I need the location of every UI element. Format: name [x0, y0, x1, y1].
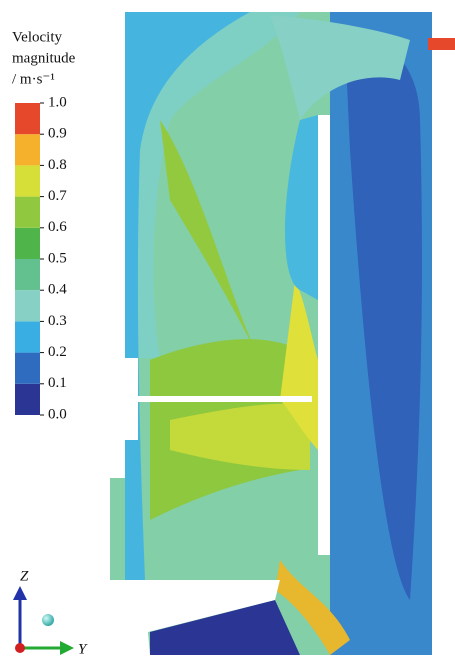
colorbar-label: Velocity: [12, 29, 62, 45]
tick-label: 0.9: [48, 126, 67, 142]
axis-triad: [13, 586, 74, 655]
tick-label: 0.4: [48, 282, 67, 298]
baffle: [318, 115, 330, 555]
colorbar-band: [15, 228, 40, 259]
colorbar-label: magnitude: [12, 50, 76, 66]
tick-label: 0.1: [48, 375, 67, 391]
tick-label: 0.6: [48, 219, 67, 235]
axis-label: Z: [20, 568, 29, 584]
colorbar-band: [15, 290, 40, 321]
slot: [138, 396, 312, 402]
tick-label: 1.0: [48, 94, 67, 110]
colorbar-band: [15, 134, 40, 165]
inlet: [428, 38, 455, 50]
colorbar-band: [15, 165, 40, 196]
tick-label: 0.3: [48, 313, 67, 329]
colorbar-band: [15, 384, 40, 415]
tick-label: 0.0: [48, 406, 67, 422]
colorbar-band: [15, 353, 40, 384]
colorbar-band: [15, 103, 40, 134]
tick-label: 0.2: [48, 344, 67, 360]
colorbar-label: / m·s⁻¹: [12, 71, 55, 87]
colorbar-band: [15, 197, 40, 228]
tick-label: 0.8: [48, 157, 67, 173]
tick-label: 0.7: [48, 188, 67, 204]
axis-label: Y: [78, 641, 88, 657]
figure: Z Y Velocity magnitude / m·s⁻¹ 0.0 0.1 0.2 0.3…: [0, 0, 455, 657]
colorbar-band: [15, 259, 40, 290]
flow-field: [100, 0, 440, 657]
tick-label: 0.5: [48, 250, 67, 266]
colorbar-band: [15, 321, 40, 352]
